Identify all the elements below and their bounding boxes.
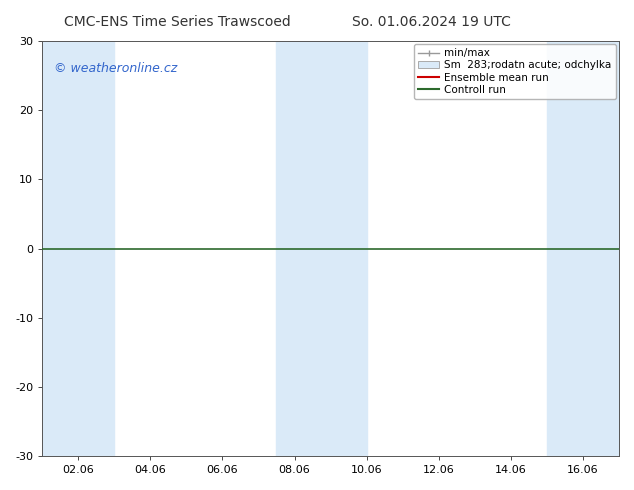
Text: © weatheronline.cz: © weatheronline.cz bbox=[54, 62, 177, 75]
Text: CMC-ENS Time Series Trawscoed: CMC-ENS Time Series Trawscoed bbox=[64, 15, 291, 29]
Text: So. 01.06.2024 19 UTC: So. 01.06.2024 19 UTC bbox=[352, 15, 510, 29]
Legend: min/max, Sm  283;rodatn acute; odchylka, Ensemble mean run, Controll run: min/max, Sm 283;rodatn acute; odchylka, … bbox=[414, 44, 616, 99]
Bar bbox=[42, 41, 114, 456]
Bar bbox=[547, 41, 619, 456]
Bar bbox=[276, 41, 366, 456]
